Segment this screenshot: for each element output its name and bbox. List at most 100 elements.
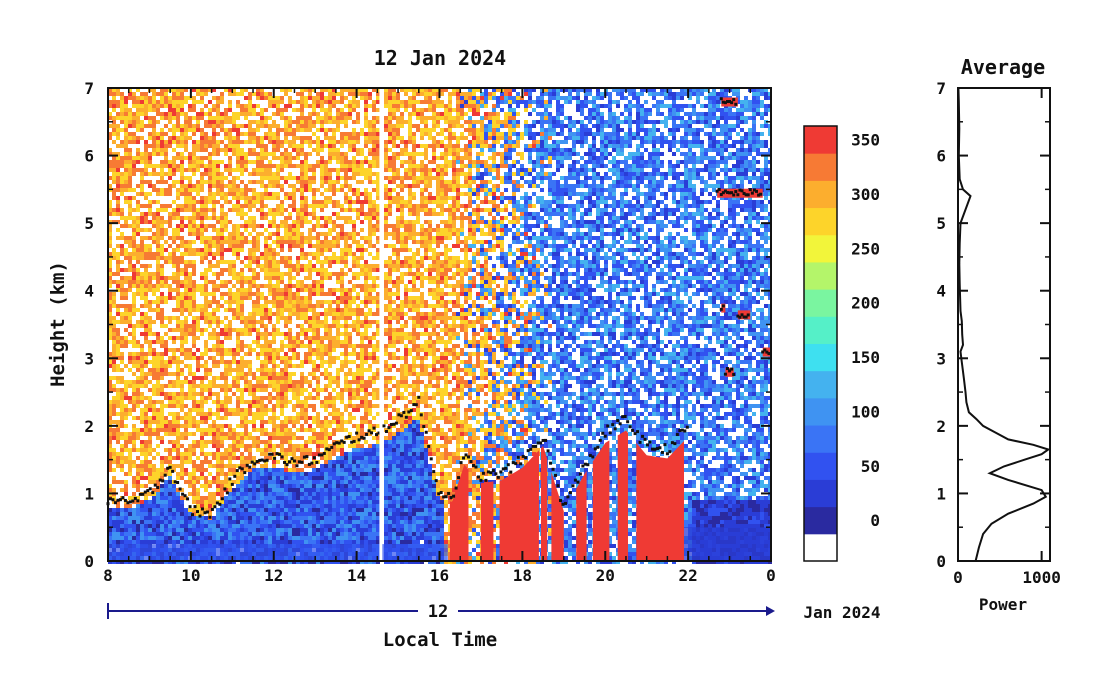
heatmap-cell [212,356,216,360]
heatmap-cell [184,248,188,252]
heatmap-cell [232,440,236,444]
heatmap-cell [308,440,312,444]
heatmap-cell [300,364,304,368]
heatmap-cell [280,276,284,280]
heatmap-cell [240,288,244,292]
heatmap-cell [124,392,128,396]
heatmap-cell [176,128,180,132]
heatmap-cell [148,352,152,356]
heatmap-cell [260,528,264,532]
heatmap-cell [224,384,228,388]
heatmap-cell [284,512,288,516]
heatmap-cell [248,368,252,372]
heatmap-cell [224,536,228,540]
heatmap-cell [248,160,252,164]
heatmap-cell [292,232,296,236]
heatmap-cell [176,216,180,220]
heatmap-cell [112,192,116,196]
heatmap-cell [264,356,268,360]
heatmap-cell [316,188,320,192]
heatmap-cell [228,188,232,192]
heatmap-cell [172,392,176,396]
heatmap-cell [292,452,296,456]
heatmap-cell [120,388,124,392]
heatmap-cell [296,396,300,400]
heatmap-cell [172,108,176,112]
heatmap-cell [228,388,232,392]
heatmap-cell [308,92,312,96]
heatmap-cell [184,276,188,280]
heatmap-cell [164,488,168,492]
heatmap-cell [320,364,324,368]
heatmap-cell [144,476,148,480]
heatmap-cell [208,356,212,360]
heatmap-cell [236,116,240,120]
heatmap-cell [236,144,240,148]
heatmap-cell [156,500,160,504]
heatmap-cell [256,160,260,164]
heatmap-cell [308,336,312,340]
heatmap-cell [148,408,152,412]
heatmap-cell [220,184,224,188]
heatmap-cell [172,356,176,360]
heatmap-cell [136,288,140,292]
heatmap-cell [276,124,280,128]
heatmap-cell [248,224,252,228]
heatmap-cell [168,116,172,120]
heatmap-cell [296,308,300,312]
heatmap-cell [244,500,248,504]
heatmap-cell [172,160,176,164]
heatmap-cell [200,400,204,404]
heatmap-cell [200,308,204,312]
heatmap-cell [264,412,268,416]
heatmap-cell [180,408,184,412]
heatmap-cell [172,336,176,340]
heatmap-cell [264,204,268,208]
heatmap-cell [176,324,180,328]
heatmap-cell [300,340,304,344]
heatmap-cell [192,296,196,300]
heatmap-cell [140,312,144,316]
heatmap-cell [272,536,276,540]
heatmap-cell [112,364,116,368]
heatmap-cell [144,524,148,528]
heatmap-cell [156,132,160,136]
heatmap-cell [324,352,328,356]
heatmap-cell [200,448,204,452]
heatmap-cell [148,404,152,408]
heatmap-cell [304,532,308,536]
heatmap-cell [264,268,268,272]
heatmap-cell [180,396,184,400]
heatmap-cell [320,404,324,408]
heatmap-cell [228,268,232,272]
heatmap-cell [136,204,140,208]
heatmap-cell [304,120,308,124]
heatmap-cell [120,392,124,396]
heatmap-cell [248,152,252,156]
heatmap-cell [324,292,328,296]
heatmap-cell [220,372,224,376]
heatmap-cell [260,532,264,536]
heatmap-cell [320,172,324,176]
heatmap-cell [288,400,292,404]
heatmap-cell [324,172,328,176]
heatmap-cell [220,196,224,200]
heatmap-cell [252,520,256,524]
heatmap-cell [268,208,272,212]
heatmap-cell [256,156,260,160]
heatmap-cell [136,352,140,356]
heatmap-cell [256,528,260,532]
heatmap-cell [164,484,168,488]
heatmap-cell [252,168,256,172]
heatmap-cell [184,480,188,484]
heatmap-cell [204,484,208,488]
heatmap-cell [312,164,316,168]
heatmap-cell [324,484,328,488]
heatmap-cell [172,400,176,404]
heatmap-cell [196,284,200,288]
heatmap-cell [276,244,280,248]
heatmap-cell [320,168,324,172]
heatmap-cell [220,96,224,100]
heatmap-cell [300,404,304,408]
heatmap-cell [152,216,156,220]
